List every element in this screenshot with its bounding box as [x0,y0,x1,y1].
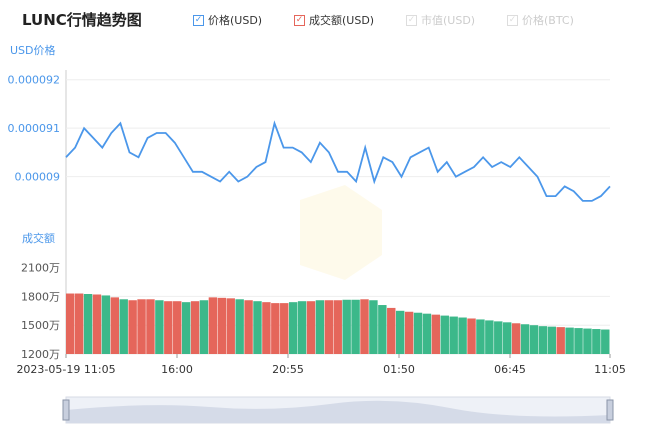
volume-bar [101,295,111,354]
volume-bar [190,301,200,354]
check-icon: ✓ [193,14,204,26]
volume-bar [440,315,449,354]
chart-title: LUNC行情趋势图 [22,11,142,29]
price-axis-label: USD价格 [10,43,56,57]
volume-bar [565,327,574,354]
volume-bar [360,299,369,354]
volume-bar [235,299,244,354]
x-tick-label: 16:00 [161,363,193,376]
volume-bar [288,302,298,354]
range-navigator[interactable] [62,396,614,424]
price-tick-label: 0.00009 [15,171,61,184]
volume-bar [431,314,441,354]
volume-bar [74,293,84,354]
volume-bar [592,329,601,354]
price-series-line [65,120,611,202]
legend-marketcap-usd[interactable]: ✓ 市值(USD) [406,12,475,28]
volume-bar [404,311,414,354]
volume-bar [369,300,378,354]
volume-bar [262,302,271,354]
volume-tick-label: 1500万 [21,319,60,332]
volume-bar [476,319,485,354]
volume-bar [280,303,289,354]
volume-bar [467,318,476,354]
volume-bar [333,300,342,354]
price-tick-label: 0.000091 [8,122,61,135]
volume-bar [324,300,334,354]
navigator-right-handle[interactable] [606,399,614,421]
legend-label: 价格(USD) [208,14,263,27]
volume-bar [155,300,164,354]
volume-bar [494,321,503,354]
volume-bar [485,320,494,354]
volume-bar [306,301,316,354]
volume-bar [458,317,467,354]
volume-bar [556,327,565,354]
x-tick-label: 11:05 [594,363,626,376]
volume-bar [146,299,155,354]
volume-bar [128,300,137,354]
x-tick-label: 20:55 [272,363,304,376]
volume-bar [387,307,396,354]
volume-bar [395,310,405,354]
check-icon: ✓ [507,14,518,26]
volume-bar [422,313,432,354]
x-tick-label: 01:50 [383,363,415,376]
volume-bar [83,294,93,354]
volume-bar [244,300,253,354]
legend-price-usd[interactable]: ✓ 价格(USD) [193,12,262,28]
volume-bar [601,329,610,354]
volume-bar [315,300,325,354]
legend-price-btc[interactable]: ✓ 价格(BTC) [507,12,574,28]
volume-bar [583,328,592,354]
navigator-left-handle[interactable] [62,399,70,421]
volume-bar [520,324,530,354]
check-icon: ✓ [294,14,305,26]
volume-bar [208,297,218,354]
check-icon: ✓ [406,14,417,26]
volume-bar [342,299,351,354]
volume-bar [271,303,280,354]
volume-bar [502,322,512,354]
legend-label: 成交额(USD) [309,14,375,27]
legend-label: 价格(BTC) [522,14,574,27]
volume-bar [297,301,307,354]
volume-bar [217,297,227,354]
volume-bar [199,300,209,354]
volume-bar [547,326,556,354]
volume-bar [137,299,146,354]
volume-bar [119,299,128,354]
volume-bar [92,294,102,354]
x-tick-label: 06:45 [494,363,526,376]
volume-bar [181,302,191,354]
volume-bar [226,298,235,354]
legend-label: 市值(USD) [421,14,476,27]
volume-bar [66,293,75,354]
x-tick-label: 2023-05-19 11:05 [16,363,115,376]
price-tick-label: 0.000092 [8,74,61,87]
volume-bar [413,312,423,354]
volume-axis-label: 成交额 [22,231,55,245]
volume-bar [529,325,539,354]
volume-tick-label: 1200万 [21,348,60,361]
volume-tick-label: 2100万 [21,262,60,275]
volume-bar [538,326,548,354]
legend-volume-usd[interactable]: ✓ 成交额(USD) [294,12,374,28]
watermark-logo [300,185,382,280]
volume-bar [351,299,360,354]
volume-bar [378,305,387,354]
volume-bar [511,323,521,354]
volume-bar [574,328,583,354]
volume-bar [110,297,120,354]
volume-bar [164,301,173,354]
volume-bar [253,301,262,354]
volume-bar [173,301,182,354]
volume-tick-label: 1800万 [21,290,60,303]
volume-bar [449,316,458,354]
